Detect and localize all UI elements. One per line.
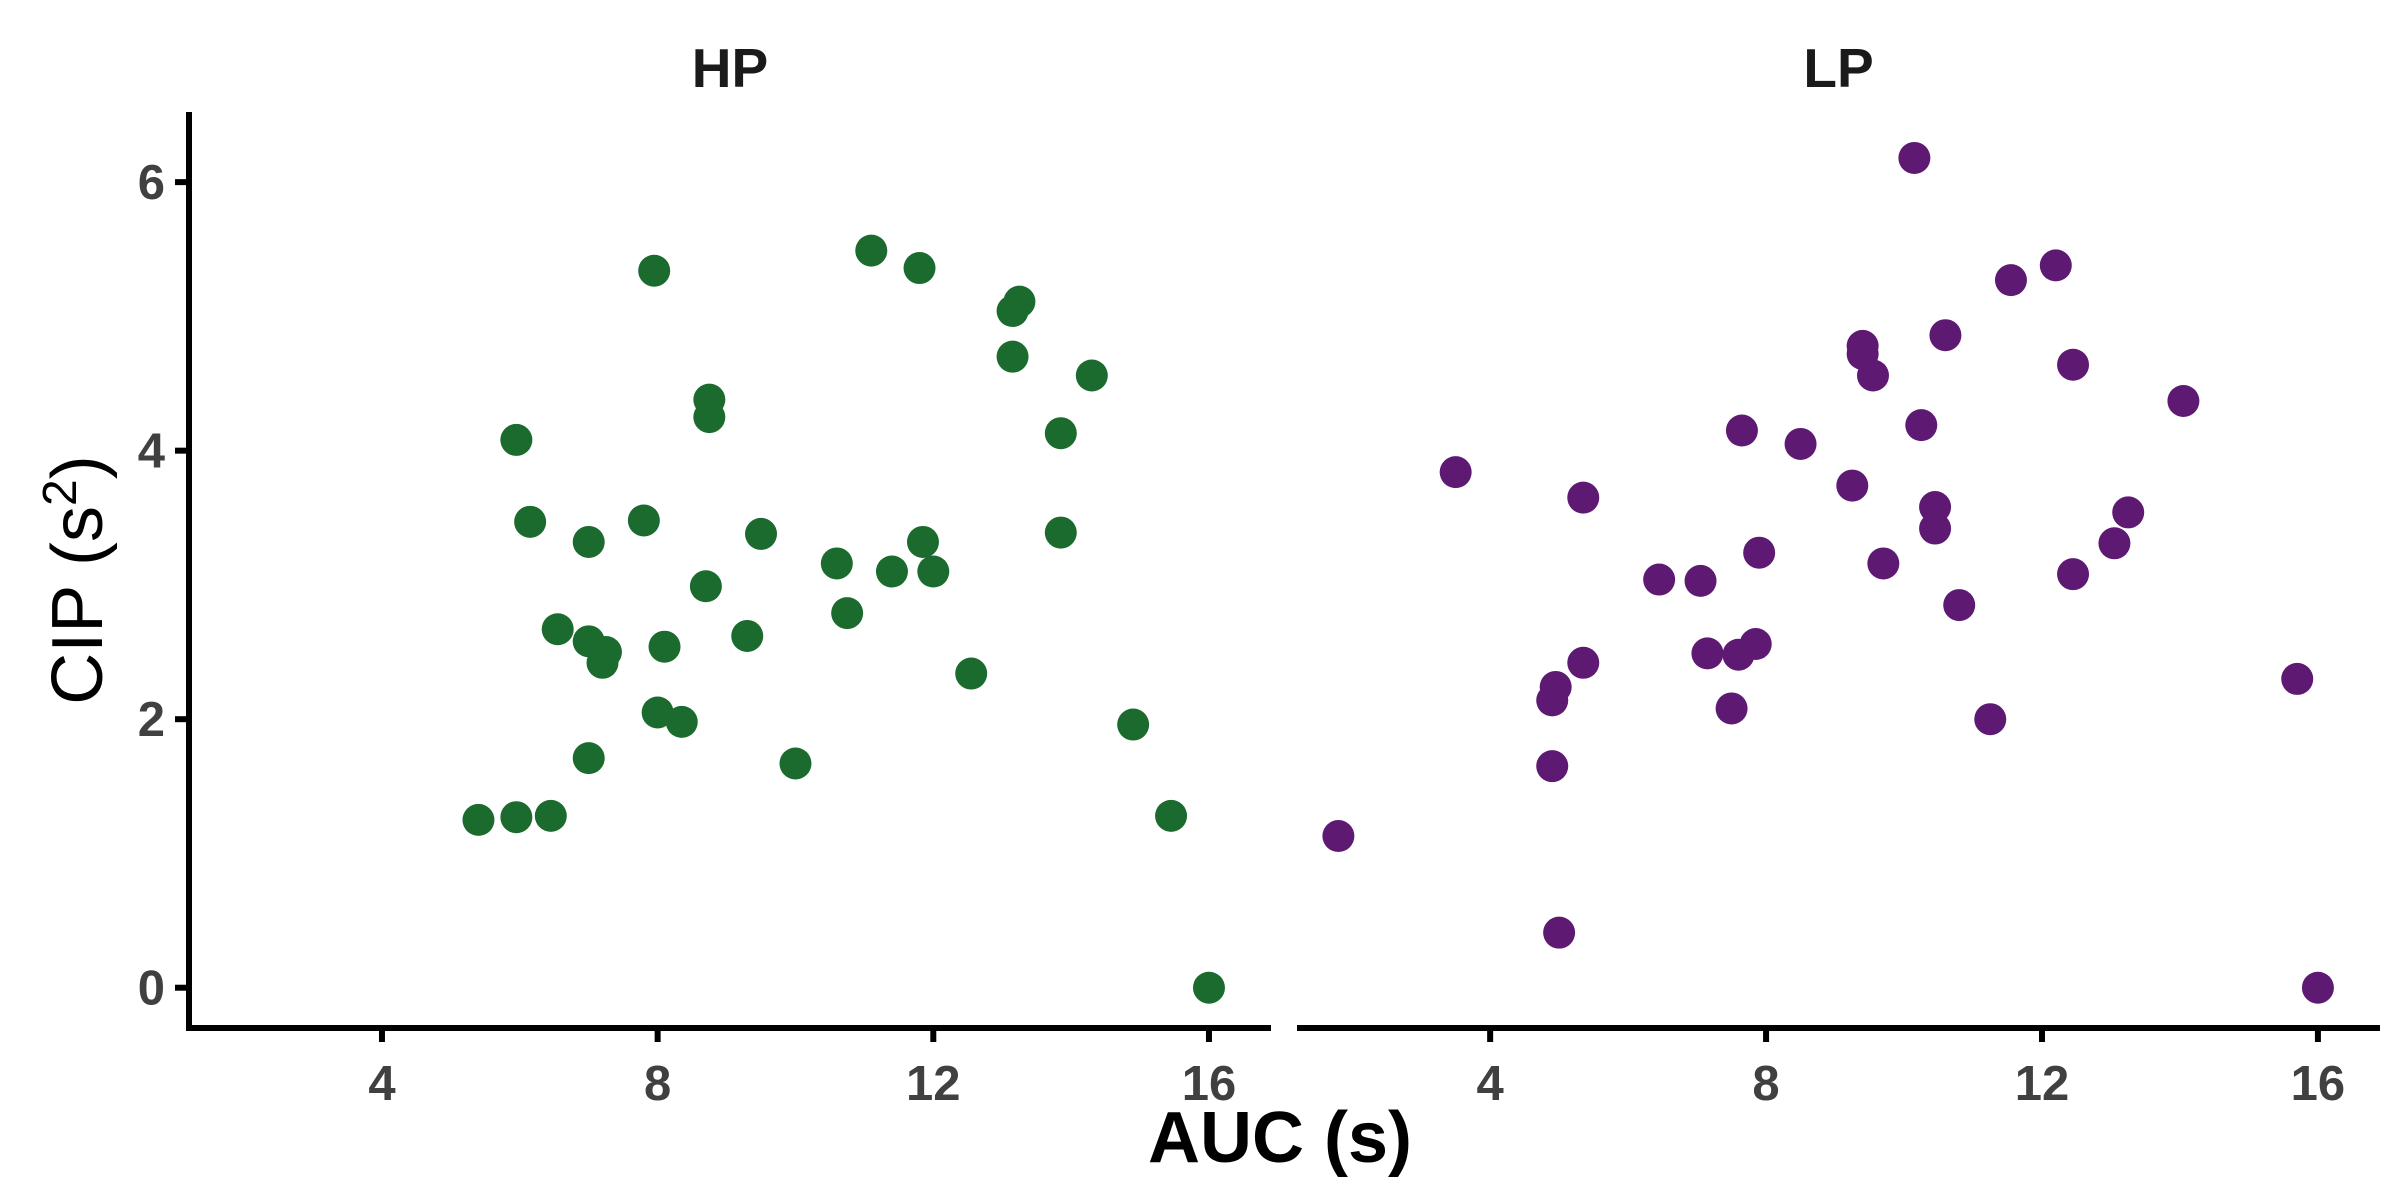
data-point (1691, 637, 1724, 670)
x-tick-label: 12 (906, 1057, 961, 1111)
panel-title: HP (692, 37, 768, 99)
chart-panels: 0 2 4 6 HP 4 8 12 16 LP 4 8 12 16 (138, 37, 2380, 1111)
x-tick-label: 16 (1182, 1057, 1237, 1111)
data-point (1155, 799, 1188, 832)
data-point (1044, 516, 1077, 549)
data-point (1898, 141, 1931, 174)
data-point (2281, 662, 2314, 695)
data-point (1044, 417, 1077, 450)
data-point (627, 504, 660, 537)
data-point (831, 597, 864, 630)
data-point (1929, 319, 1962, 352)
panel-hp: HP 4 8 12 16 (186, 37, 1271, 1111)
data-point (1643, 563, 1676, 596)
data-point (1856, 359, 1889, 392)
data-point (462, 803, 495, 836)
data-point (572, 742, 605, 775)
data-point (1743, 536, 1776, 569)
y-axis-title: CIP (s2) (34, 455, 118, 704)
x-tick-label: 8 (644, 1057, 671, 1111)
x-tick-label: 4 (1477, 1057, 1504, 1111)
data-point (638, 254, 671, 287)
data-point (586, 646, 619, 679)
data-point (1739, 628, 1772, 661)
data-point (820, 547, 853, 580)
data-point (1725, 414, 1758, 447)
y-tick-label: 0 (138, 962, 165, 1016)
panel-lp: LP 4 8 12 16 (1297, 37, 2380, 1111)
data-point (1543, 916, 1576, 949)
data-point (1439, 456, 1472, 489)
data-point (1919, 512, 1952, 545)
data-point (2301, 971, 2334, 1004)
data-point (1192, 971, 1225, 1004)
data-point (648, 630, 681, 663)
data-point (1905, 409, 1938, 442)
x-tick-label: 8 (1752, 1057, 1779, 1111)
data-point (1003, 285, 1036, 318)
x-axis-title: AUC (s) (1148, 1098, 1412, 1178)
data-point (2112, 496, 2145, 529)
data-point (693, 401, 726, 434)
data-point (2039, 249, 2072, 282)
data-point (541, 613, 574, 646)
data-point (1567, 481, 1600, 514)
data-point (1715, 692, 1748, 725)
data-point (2167, 384, 2200, 417)
data-point (1836, 469, 1869, 502)
data-point (731, 619, 764, 652)
data-point (2057, 348, 2090, 381)
data-point (1867, 547, 1900, 580)
y-axis-title-close: ) (38, 455, 118, 479)
data-point (779, 747, 812, 780)
data-point (2057, 558, 2090, 591)
data-point (1539, 670, 1572, 703)
data-point (996, 340, 1029, 373)
data-point (534, 799, 567, 832)
data-point (917, 555, 950, 588)
data-point (1536, 750, 1569, 783)
data-point (1117, 708, 1150, 741)
x-tick-label: 12 (2015, 1057, 2070, 1111)
data-point (665, 705, 698, 738)
data-point (689, 570, 722, 603)
data-point (1994, 264, 2027, 297)
panel-title: LP (1803, 37, 1873, 99)
data-point (1974, 703, 2007, 736)
data-point (500, 423, 533, 456)
data-point (1943, 589, 1976, 622)
data-point (500, 801, 533, 834)
data-point (1322, 820, 1355, 853)
data-point (903, 252, 936, 285)
data-point (1784, 427, 1817, 460)
data-point (1567, 646, 1600, 679)
data-point (1075, 359, 1108, 392)
data-point (906, 525, 939, 558)
y-tick-label: 4 (138, 425, 165, 479)
y-axis-title-superscript: 2 (34, 479, 87, 506)
data-point (855, 234, 888, 267)
data-point (514, 505, 547, 538)
y-tick-label: 6 (138, 156, 165, 210)
data-point (2098, 527, 2131, 560)
y-tick-label: 2 (138, 693, 165, 747)
data-point (1684, 564, 1717, 597)
data-point (572, 525, 605, 558)
data-point (641, 696, 674, 729)
data-point (955, 657, 988, 690)
y-axis-title-main: CIP (s (38, 506, 118, 705)
x-tick-label: 16 (2291, 1057, 2346, 1111)
data-point (875, 555, 908, 588)
x-tick-label: 4 (368, 1057, 395, 1111)
data-point (745, 517, 778, 550)
